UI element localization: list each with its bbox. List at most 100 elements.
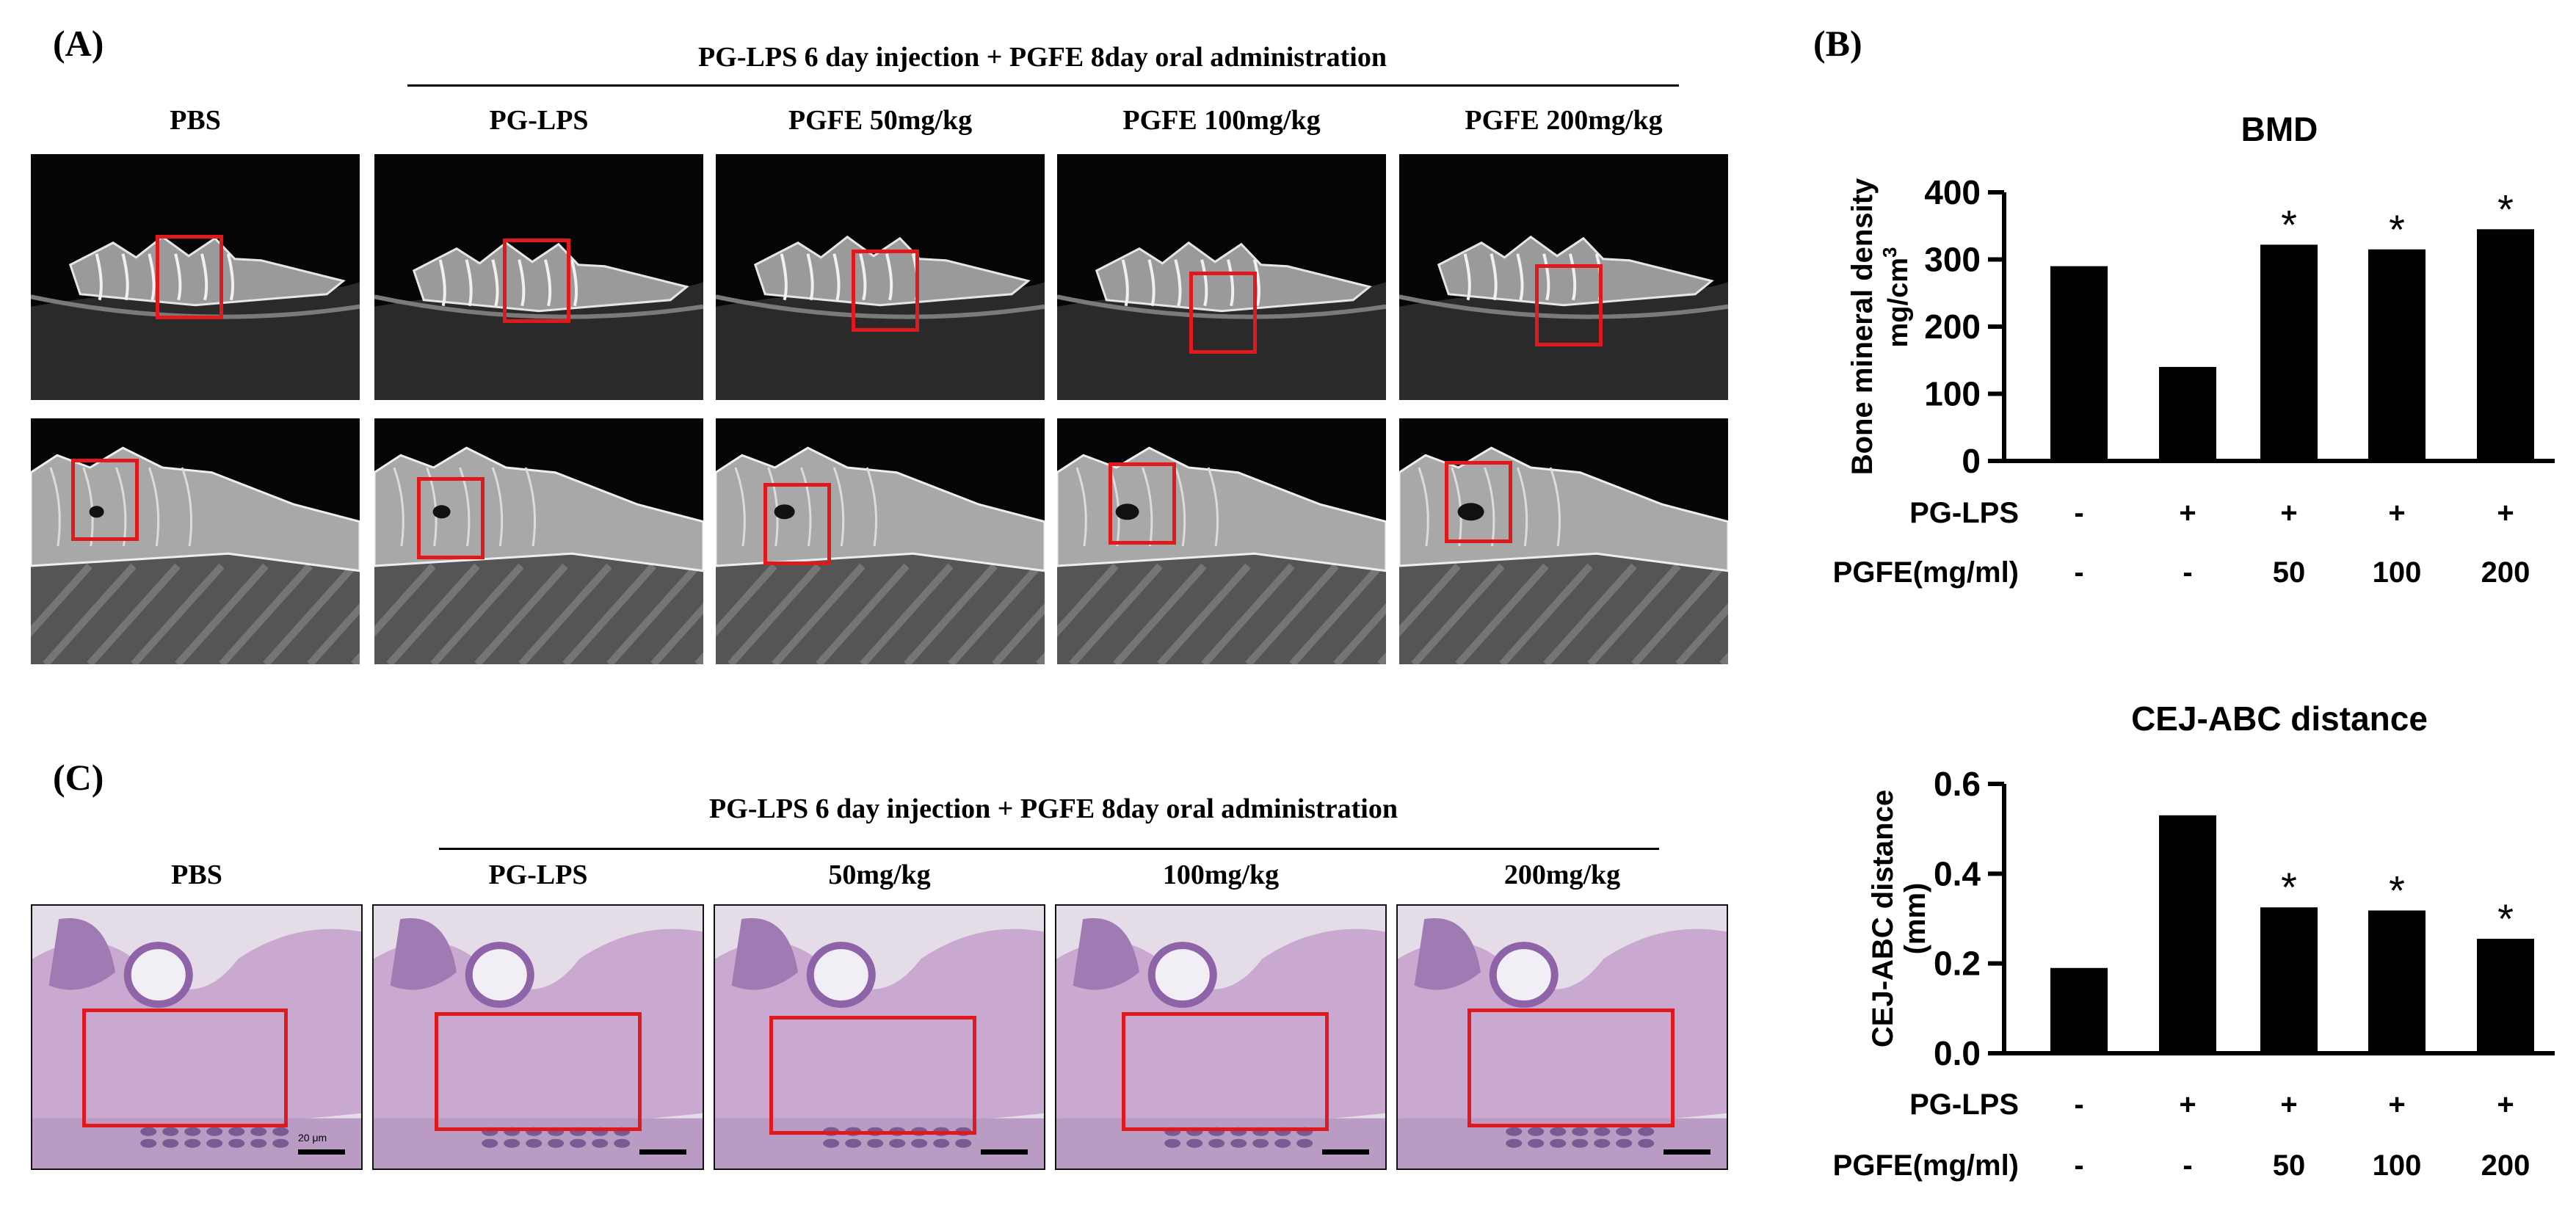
y-tick-label: 0.4: [1934, 854, 1981, 893]
condition-cell: +: [2280, 1088, 2297, 1121]
region-of-interest-box: [763, 483, 831, 565]
bar: [2050, 967, 2108, 1053]
condition-cell: 200: [2481, 556, 2530, 589]
y-axis-unit: (mm): [1899, 883, 1931, 955]
panel-c-column-label: 200mg/kg: [1503, 859, 1621, 890]
y-axis-label: Bone mineral density: [1846, 178, 1879, 475]
y-axis-unit-superscript: 3: [1879, 247, 1901, 258]
histology-image: [372, 904, 704, 1170]
bar: [2477, 229, 2534, 461]
region-of-interest-box: [503, 239, 570, 323]
y-tick-label: 400: [1924, 173, 1981, 211]
panel-a-column-label: PGFE 50mg/kg: [788, 105, 973, 136]
condition-cell: -: [2074, 1149, 2083, 1182]
significance-marker: *: [2281, 201, 2297, 247]
ct-scan-image: [1399, 418, 1728, 664]
condition-cell: -: [2074, 556, 2083, 589]
region-of-interest-box: [435, 1012, 642, 1131]
condition-row-label: PGFE(mg/ml): [1833, 1149, 2019, 1182]
histology-image: [1396, 904, 1728, 1170]
panel-a-group-header: PG-LPS 6 day injection + PGFE 8day oral …: [698, 42, 1387, 73]
region-of-interest-box: [82, 1008, 288, 1127]
panel-c-column-label: 100mg/kg: [1162, 859, 1280, 890]
condition-cell: -: [2074, 497, 2083, 529]
region-of-interest-box: [1467, 1008, 1675, 1127]
bar: [2159, 815, 2216, 1053]
panel-a-column-label: PGFE 100mg/kg: [1122, 105, 1321, 136]
condition-cell: +: [2388, 1088, 2405, 1121]
significance-marker: *: [2497, 895, 2514, 942]
region-of-interest-box: [1122, 1012, 1329, 1131]
condition-cell: +: [2179, 497, 2196, 529]
panel-c-group-header: PG-LPS 6 day injection + PGFE 8day oral …: [709, 793, 1398, 824]
y-tick-label: 0.0: [1934, 1034, 1981, 1072]
y-tick-label: 0: [1962, 442, 1981, 480]
condition-cell: -: [2074, 1088, 2083, 1121]
chart-title: BMD: [2241, 110, 2318, 148]
condition-cell: 100: [2373, 556, 2422, 589]
region-of-interest-box: [417, 477, 485, 559]
ct-scan-image: [1057, 154, 1386, 400]
scale-bar: [1322, 1149, 1369, 1155]
condition-cell: 50: [2273, 556, 2306, 589]
panel-c-letter: (C): [53, 757, 104, 798]
y-tick-label: 0.6: [1934, 765, 1981, 803]
region-of-interest-box: [1189, 272, 1257, 354]
histology-image: 20 μm: [31, 904, 363, 1170]
significance-marker: *: [2389, 206, 2405, 252]
panel-c-column-label: 50mg/kg: [828, 859, 931, 890]
y-tick-label: 200: [1924, 308, 1981, 346]
bar: [2477, 939, 2534, 1053]
region-of-interest-box: [852, 250, 919, 332]
panel-b-letter: (B): [1813, 23, 1862, 64]
panel-c-group-rule: [439, 848, 1659, 850]
condition-row-label: PGFE(mg/ml): [1833, 556, 2019, 589]
condition-cell: 100: [2373, 1149, 2422, 1182]
scale-bar: [981, 1149, 1028, 1155]
ct-scan-image: [31, 154, 360, 400]
y-axis-unit: mg/cm3: [1879, 247, 1914, 348]
region-of-interest-box: [1535, 264, 1603, 346]
histology-image: [714, 904, 1045, 1170]
condition-cell: 200: [2481, 1149, 2530, 1182]
y-tick-label: 100: [1924, 375, 1981, 413]
panel-a-letter: (A): [53, 23, 104, 64]
bar: [2260, 907, 2318, 1053]
y-axis-label: CEJ-ABC distance: [1867, 790, 1899, 1047]
scale-bar: [1663, 1149, 1710, 1155]
bar: [2050, 266, 2108, 461]
bar: [2260, 244, 2318, 461]
panel-a-column-label: PBS: [170, 105, 221, 136]
condition-row-label: PG-LPS: [1909, 1088, 2019, 1121]
region-of-interest-box: [769, 1016, 976, 1135]
region-of-interest-box: [1109, 462, 1176, 545]
bar: [2368, 249, 2426, 461]
significance-marker: *: [2497, 186, 2514, 232]
bar: [2368, 910, 2426, 1053]
region-of-interest-box: [71, 459, 139, 541]
panel-c-column-label: PG-LPS: [488, 859, 588, 890]
significance-marker: *: [2281, 864, 2297, 910]
panel-a-column-label: PG-LPS: [489, 105, 589, 136]
ct-scan-image: [716, 418, 1045, 664]
condition-cell: 50: [2273, 1149, 2306, 1182]
ct-scan-image: [1057, 418, 1386, 664]
ct-scan-image: [31, 418, 360, 664]
condition-cell: +: [2497, 1088, 2514, 1121]
condition-cell: +: [2497, 497, 2514, 529]
ct-scan-image: [374, 154, 703, 400]
region-of-interest-box: [156, 235, 223, 319]
condition-cell: +: [2179, 1088, 2196, 1121]
panel-c-column-label: PBS: [171, 859, 222, 890]
bar: [2159, 366, 2216, 461]
condition-cell: -: [2183, 1149, 2192, 1182]
scale-bar: [298, 1149, 345, 1155]
condition-cell: -: [2183, 556, 2192, 589]
histology-image: [1055, 904, 1387, 1170]
scale-bar-label: 20 μm: [298, 1132, 327, 1144]
ct-scan-image: [1399, 154, 1728, 400]
y-tick-label: 0.2: [1934, 945, 1981, 983]
y-tick-label: 300: [1924, 241, 1981, 279]
condition-row-label: PG-LPS: [1909, 497, 2019, 529]
